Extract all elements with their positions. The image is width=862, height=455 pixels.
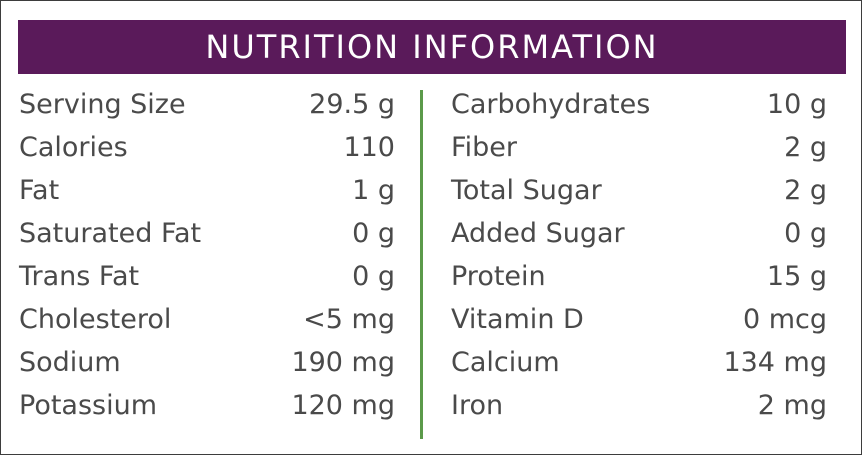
nutrient-row: Iron 2 mg bbox=[451, 384, 827, 427]
nutrient-row: Calcium 134 mg bbox=[451, 341, 827, 384]
nutrient-row: Carbohydrates 10 g bbox=[451, 83, 827, 126]
nutrient-row: Vitamin D 0 mcg bbox=[451, 298, 827, 341]
nutrient-value: 134 mg bbox=[723, 347, 827, 378]
nutrient-label: Trans Fat bbox=[19, 261, 140, 292]
nutrient-row: Fiber 2 g bbox=[451, 126, 827, 169]
nutrient-row: Added Sugar 0 g bbox=[451, 212, 827, 255]
nutrient-value: 0 g bbox=[784, 218, 827, 249]
nutrient-value: 2 g bbox=[784, 132, 827, 163]
nutrient-label: Sodium bbox=[19, 347, 121, 378]
nutrient-value: 190 mg bbox=[291, 347, 395, 378]
nutrient-label: Calories bbox=[19, 132, 128, 163]
right-column: Carbohydrates 10 g Fiber 2 g Total Sugar 2 … bbox=[451, 83, 827, 427]
nutrient-row: Protein 15 g bbox=[451, 255, 827, 298]
left-column: Serving Size 29.5 g Calories 110 Fat 1 g Sa… bbox=[19, 83, 395, 427]
nutrient-row: Fat 1 g bbox=[19, 169, 395, 212]
nutrient-row: Serving Size 29.5 g bbox=[19, 83, 395, 126]
nutrient-row: Sodium 190 mg bbox=[19, 341, 395, 384]
nutrient-row: Trans Fat 0 g bbox=[19, 255, 395, 298]
nutrient-label: Vitamin D bbox=[451, 304, 584, 335]
nutrient-value: 0 g bbox=[352, 261, 395, 292]
nutrient-value: <5 mg bbox=[303, 304, 395, 335]
column-divider bbox=[420, 90, 423, 439]
nutrient-value: 120 mg bbox=[291, 390, 395, 421]
nutrient-label: Iron bbox=[451, 390, 504, 421]
nutrient-label: Carbohydrates bbox=[451, 89, 651, 120]
nutrient-label: Fat bbox=[19, 175, 60, 206]
nutrient-value: 29.5 g bbox=[309, 89, 395, 120]
nutrient-label: Potassium bbox=[19, 390, 158, 421]
nutrient-value: 2 g bbox=[784, 175, 827, 206]
nutrient-value: 0 mcg bbox=[742, 304, 827, 335]
nutrient-row: Total Sugar 2 g bbox=[451, 169, 827, 212]
nutrient-row: Saturated Fat 0 g bbox=[19, 212, 395, 255]
nutrient-value: 110 bbox=[343, 132, 395, 163]
nutrient-label: Added Sugar bbox=[451, 218, 625, 249]
nutrient-label: Fiber bbox=[451, 132, 517, 163]
nutrient-label: Total Sugar bbox=[451, 175, 602, 206]
nutrient-row: Cholesterol <5 mg bbox=[19, 298, 395, 341]
nutrient-value: 15 g bbox=[766, 261, 827, 292]
header-banner: NUTRITION INFORMATION bbox=[18, 20, 846, 74]
nutrient-value: 1 g bbox=[352, 175, 395, 206]
nutrient-label: Saturated Fat bbox=[19, 218, 202, 249]
nutrient-row: Potassium 120 mg bbox=[19, 384, 395, 427]
nutrient-label: Serving Size bbox=[19, 89, 186, 120]
nutrient-value: 2 mg bbox=[757, 390, 827, 421]
nutrient-label: Protein bbox=[451, 261, 546, 292]
page-title: NUTRITION INFORMATION bbox=[205, 28, 659, 66]
nutrient-label: Calcium bbox=[451, 347, 560, 378]
nutrient-value: 0 g bbox=[352, 218, 395, 249]
nutrient-label: Cholesterol bbox=[19, 304, 172, 335]
nutrient-row: Calories 110 bbox=[19, 126, 395, 169]
nutrient-value: 10 g bbox=[766, 89, 827, 120]
